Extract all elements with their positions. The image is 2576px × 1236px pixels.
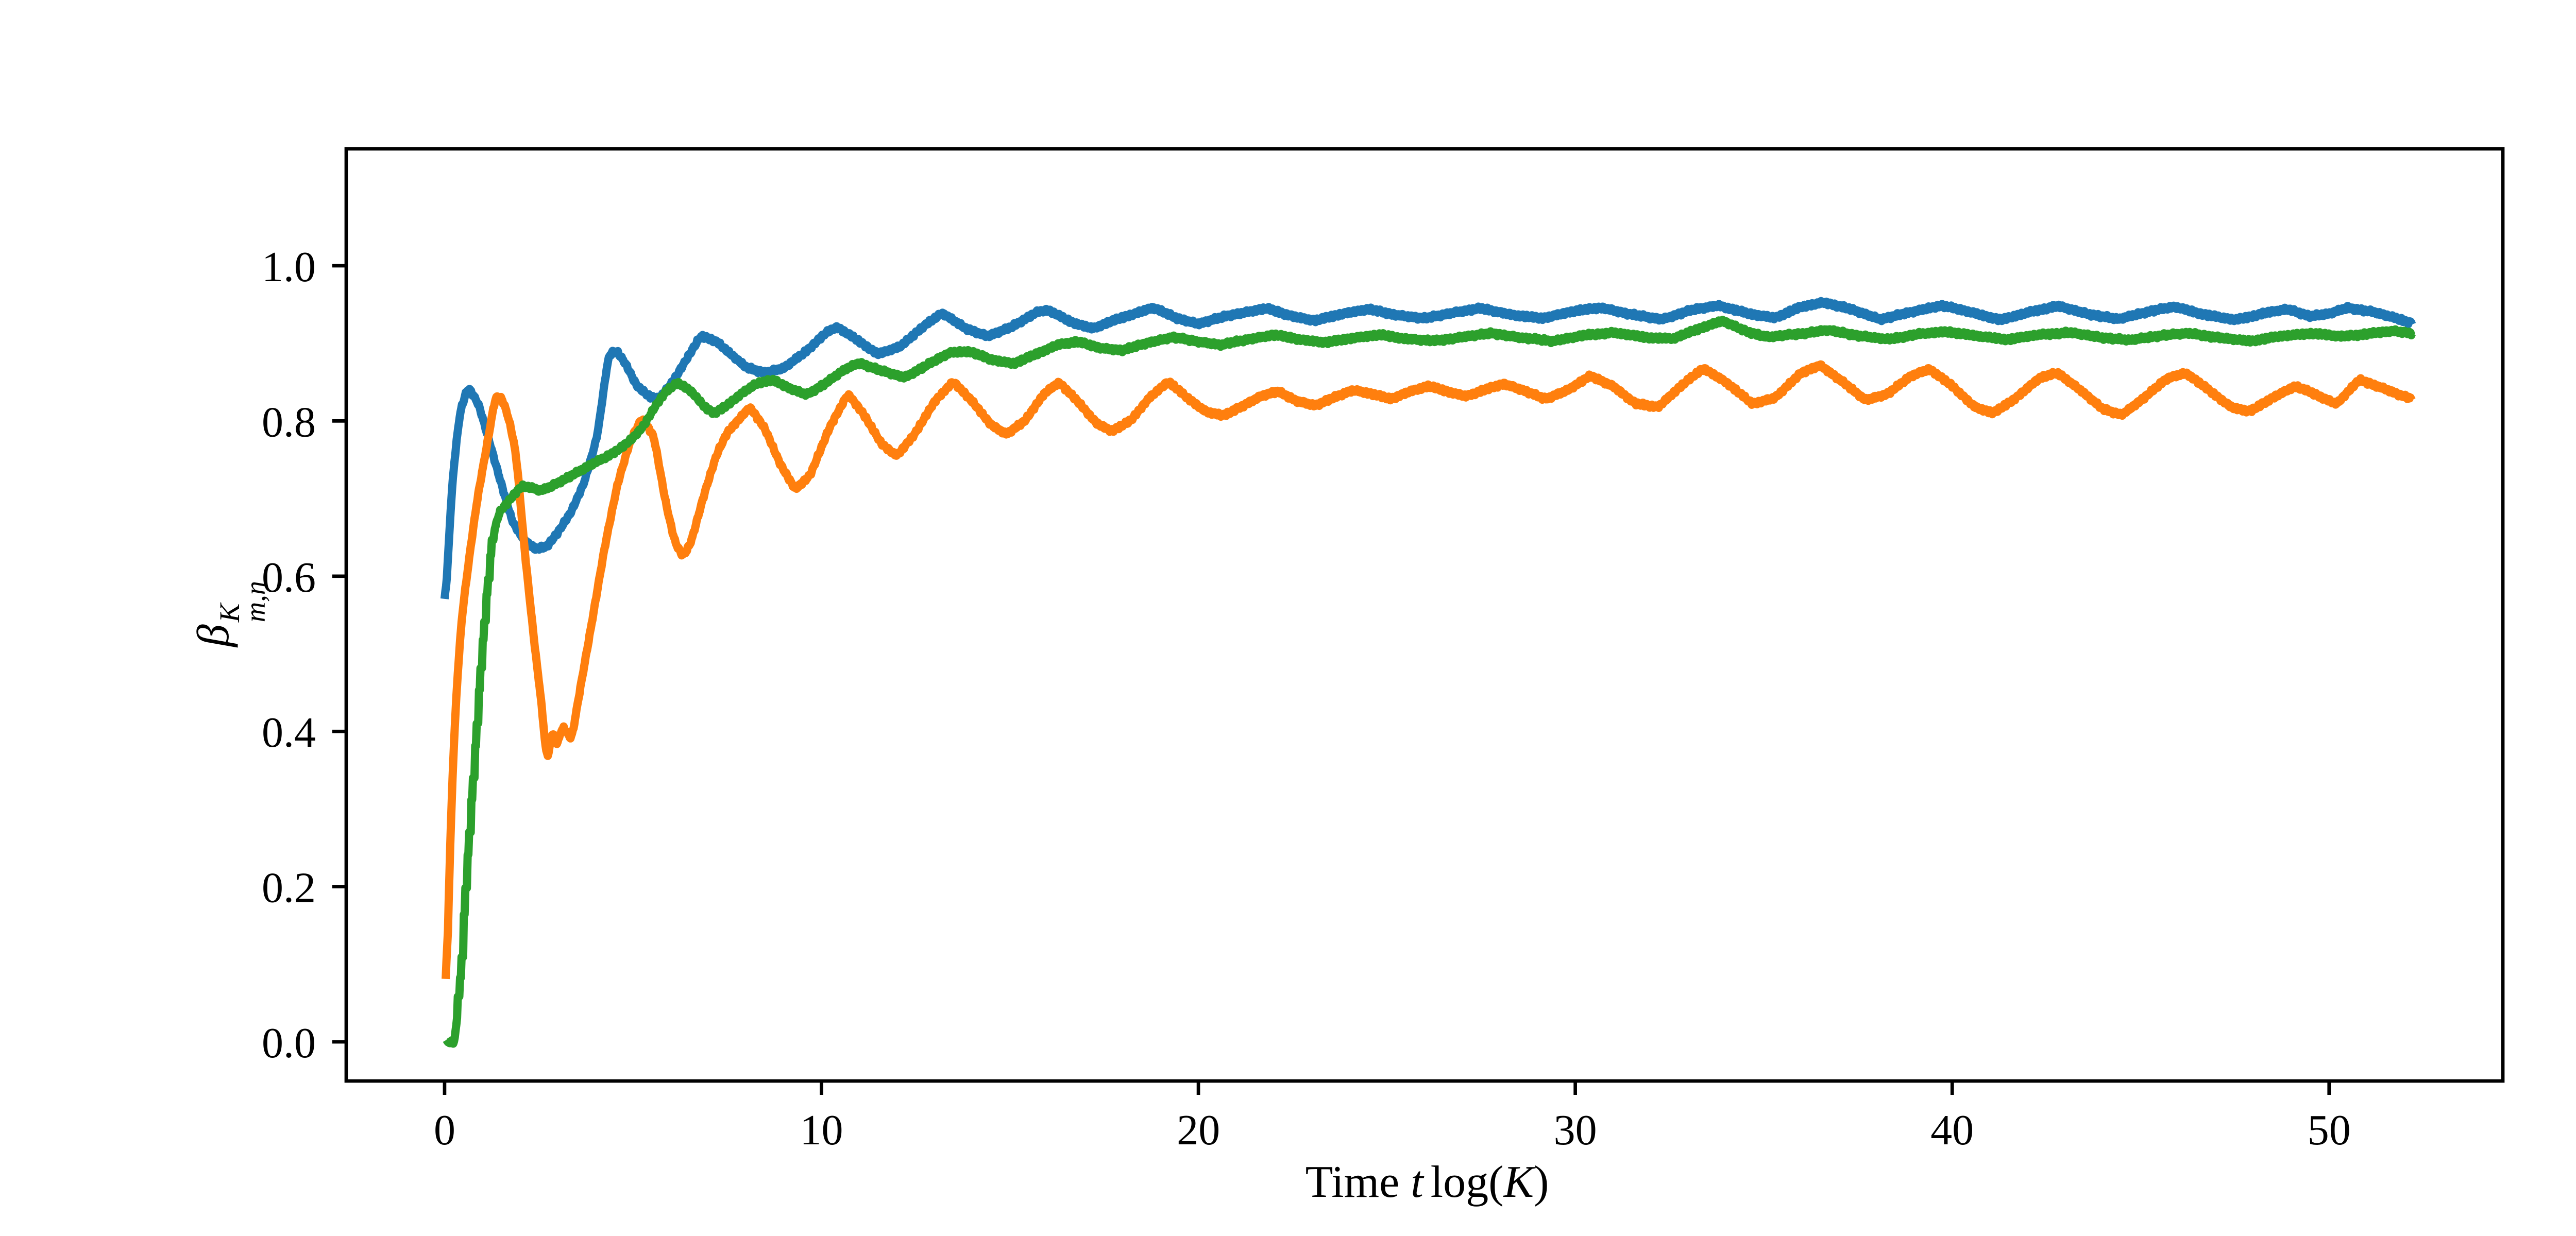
x-tick-label: 10: [800, 1106, 843, 1154]
x-tick-label: 40: [1930, 1106, 1974, 1154]
x-tick-label: 30: [1554, 1106, 1597, 1154]
y-axis-label-sub: m,n: [239, 580, 271, 623]
x-axis-label-arg: K: [1503, 1157, 1534, 1207]
series-group: [440, 297, 2416, 1048]
line-series-blue: [440, 297, 2416, 599]
y-axis-label-beta: β: [188, 624, 239, 647]
x-tick-label: 0: [434, 1106, 455, 1154]
y-tick-label: 0.0: [262, 1019, 316, 1067]
y-tick-label: 0.4: [262, 709, 316, 757]
y-tick-label: 0.8: [262, 398, 316, 446]
x-axis-label-word: Time: [1305, 1157, 1400, 1207]
y-axis-ticks: 0.0 0.2 0.4 0.6 0.8 1.0: [262, 243, 346, 1067]
y-tick-label: 0.6: [262, 554, 316, 602]
plot-spines: [344, 147, 2505, 1083]
line-series-green: [443, 316, 2416, 1048]
x-axis-ticks: 0 10 20 30 40 50: [434, 1081, 2351, 1154]
y-tick-label: 1.0: [262, 243, 316, 291]
x-axis-label-close: ): [1534, 1157, 1549, 1207]
x-axis-label-func: log(: [1430, 1157, 1504, 1207]
x-tick-label: 20: [1177, 1106, 1220, 1154]
y-tick-label: 0.2: [262, 864, 316, 912]
y-axis-label-sup: K: [213, 603, 245, 623]
line-series-orange: [442, 360, 2416, 980]
x-axis-label: Time t log(K): [1306, 1160, 1549, 1205]
x-tick-label: 50: [2308, 1106, 2351, 1154]
x-axis-label-var: t: [1411, 1157, 1423, 1207]
